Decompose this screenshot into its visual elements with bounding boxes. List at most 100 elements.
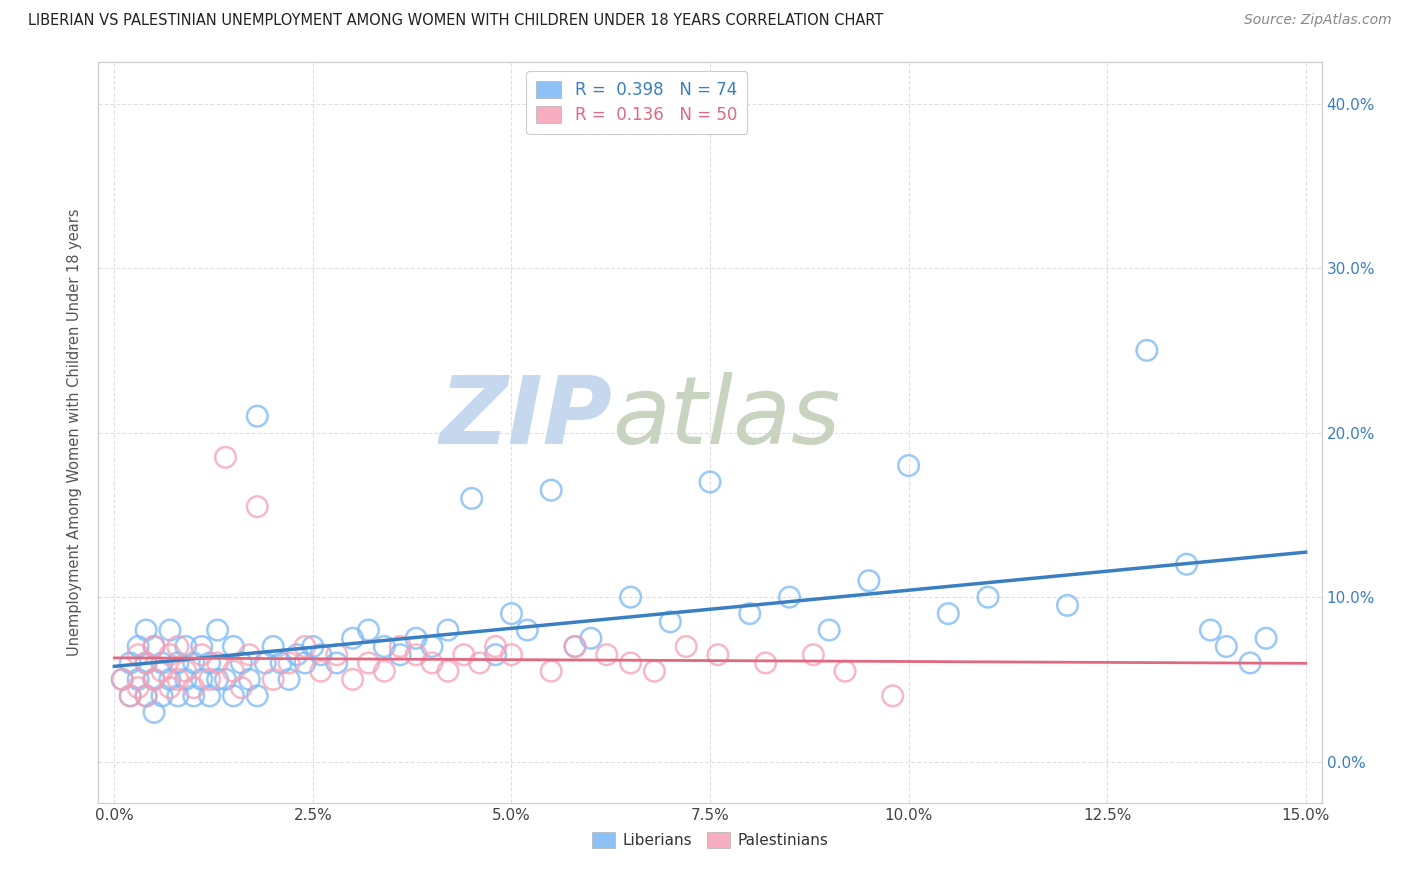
Point xyxy=(222,664,245,678)
Point xyxy=(207,673,229,687)
Point xyxy=(516,623,538,637)
Point xyxy=(540,483,562,498)
Point xyxy=(342,632,364,646)
Point xyxy=(389,648,412,662)
Point xyxy=(579,632,602,646)
Point xyxy=(120,656,142,670)
Point xyxy=(143,673,166,687)
Point xyxy=(373,640,395,654)
Point xyxy=(285,648,308,662)
Point xyxy=(143,640,166,654)
Point xyxy=(342,673,364,687)
Point xyxy=(437,623,460,637)
Point xyxy=(135,656,157,670)
Point xyxy=(596,648,619,662)
Point xyxy=(468,656,491,670)
Point xyxy=(135,656,157,670)
Point xyxy=(166,689,188,703)
Point xyxy=(143,673,166,687)
Point xyxy=(127,673,149,687)
Point xyxy=(620,656,643,670)
Point xyxy=(707,648,730,662)
Point xyxy=(231,681,253,695)
Point xyxy=(325,648,347,662)
Point xyxy=(166,640,188,654)
Point xyxy=(738,607,761,621)
Point xyxy=(190,673,212,687)
Point xyxy=(501,607,523,621)
Point xyxy=(420,656,443,670)
Point xyxy=(198,689,221,703)
Point xyxy=(405,648,427,662)
Point xyxy=(437,664,460,678)
Point xyxy=(183,656,205,670)
Point xyxy=(198,656,221,670)
Point xyxy=(254,656,277,670)
Point xyxy=(659,615,682,629)
Point xyxy=(246,689,269,703)
Point xyxy=(461,491,484,506)
Point xyxy=(294,656,316,670)
Point xyxy=(135,623,157,637)
Point xyxy=(936,607,959,621)
Point xyxy=(159,648,181,662)
Point xyxy=(278,656,301,670)
Point xyxy=(357,623,380,637)
Point xyxy=(643,664,665,678)
Point xyxy=(564,640,586,654)
Point xyxy=(127,640,149,654)
Point xyxy=(484,640,506,654)
Point xyxy=(120,689,142,703)
Point xyxy=(309,664,332,678)
Point xyxy=(1175,558,1198,572)
Point xyxy=(755,656,778,670)
Point xyxy=(270,656,292,670)
Point xyxy=(111,673,134,687)
Text: atlas: atlas xyxy=(612,372,841,463)
Point xyxy=(675,640,697,654)
Point xyxy=(262,673,284,687)
Point xyxy=(1239,656,1261,670)
Point xyxy=(389,640,412,654)
Point xyxy=(801,648,824,662)
Text: LIBERIAN VS PALESTINIAN UNEMPLOYMENT AMONG WOMEN WITH CHILDREN UNDER 18 YEARS CO: LIBERIAN VS PALESTINIAN UNEMPLOYMENT AMO… xyxy=(28,13,883,29)
Point xyxy=(1199,623,1222,637)
Point xyxy=(325,656,347,670)
Point xyxy=(214,673,236,687)
Point xyxy=(357,656,380,670)
Point xyxy=(159,673,181,687)
Point xyxy=(214,450,236,465)
Point xyxy=(166,673,188,687)
Point xyxy=(174,673,197,687)
Point xyxy=(294,640,316,654)
Point xyxy=(222,689,245,703)
Point xyxy=(501,648,523,662)
Point xyxy=(120,689,142,703)
Point xyxy=(405,632,427,646)
Point xyxy=(699,475,721,489)
Point xyxy=(150,664,173,678)
Point xyxy=(1215,640,1237,654)
Point xyxy=(620,590,643,604)
Point xyxy=(231,656,253,670)
Point xyxy=(127,648,149,662)
Point xyxy=(246,500,269,514)
Point xyxy=(262,640,284,654)
Point xyxy=(1056,599,1078,613)
Point xyxy=(238,648,260,662)
Point xyxy=(977,590,1000,604)
Point xyxy=(302,640,325,654)
Point xyxy=(222,640,245,654)
Point xyxy=(111,673,134,687)
Point xyxy=(540,664,562,678)
Point xyxy=(166,656,188,670)
Point xyxy=(818,623,841,637)
Point xyxy=(198,673,221,687)
Point xyxy=(484,648,506,662)
Legend: Liberians, Palestinians: Liberians, Palestinians xyxy=(585,826,835,855)
Point xyxy=(897,458,920,473)
Point xyxy=(183,681,205,695)
Y-axis label: Unemployment Among Women with Children Under 18 years: Unemployment Among Women with Children U… xyxy=(67,209,83,657)
Point xyxy=(834,664,856,678)
Point xyxy=(150,689,173,703)
